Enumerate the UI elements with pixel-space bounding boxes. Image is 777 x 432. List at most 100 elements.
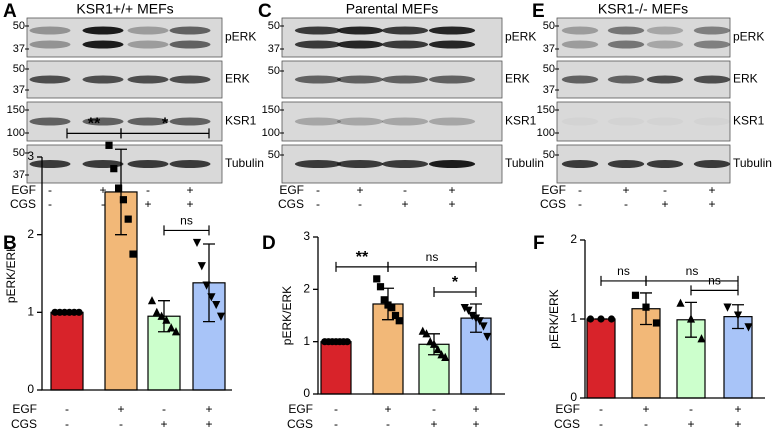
data-point [197, 262, 206, 271]
condition-name: CGS [554, 417, 580, 431]
panel-letter: D [262, 233, 276, 254]
significance-bracket [690, 285, 739, 296]
condition-sign: - [48, 197, 52, 211]
blot-band [428, 75, 476, 84]
blot-band [336, 40, 384, 49]
blot-band [29, 75, 71, 84]
blot-band [561, 26, 599, 35]
data-point [652, 319, 661, 327]
condition-name: CGS [278, 197, 304, 211]
error-bar [158, 300, 170, 333]
data-point [147, 296, 157, 305]
condition-sign: + [734, 417, 741, 431]
blot-row-label: ERK [505, 72, 530, 86]
blot-band [646, 40, 684, 49]
y-axis-label: pERK/ERK [280, 286, 294, 345]
data-point [192, 238, 202, 248]
blot-strip [281, 17, 503, 58]
blot-band [127, 117, 169, 126]
significance-bracket [645, 275, 739, 286]
condition-sign: + [99, 183, 106, 197]
condition-sign: - [65, 417, 69, 431]
data-point [202, 281, 211, 290]
condition-sign: + [144, 197, 151, 211]
condition-sign: + [384, 402, 391, 416]
blot-band [29, 117, 71, 126]
y-tick-label: 1 [303, 334, 310, 348]
condition-sign: - [48, 183, 52, 197]
condition-sign: - [334, 417, 338, 431]
data-point [586, 315, 595, 323]
data-point [343, 338, 351, 346]
condition-sign: - [162, 402, 166, 416]
significance-label: * [452, 274, 459, 291]
blot-band [169, 160, 211, 168]
condition-sign: + [622, 183, 629, 197]
data-point [157, 311, 166, 320]
y-tick-label: 0 [303, 386, 310, 400]
significance-label: * [162, 116, 169, 133]
error-bar [115, 148, 127, 236]
condition-sign: + [401, 197, 408, 211]
blot-band [607, 40, 645, 49]
significance-label: ns [617, 264, 630, 278]
blot-row-label: KSR1 [733, 114, 765, 128]
blot-band [381, 75, 429, 84]
blot-band [646, 160, 684, 168]
condition-sign: - [599, 417, 603, 431]
condition-sign: + [734, 402, 741, 416]
data-point [676, 298, 685, 307]
blot-band [336, 117, 384, 126]
mw-marker: 37 [13, 84, 25, 96]
condition-sign: - [119, 417, 123, 431]
blot-band [29, 160, 71, 168]
mw-marker: 50 [13, 147, 25, 159]
significance-label: ns [708, 274, 721, 288]
data-point [433, 344, 442, 354]
blot-band [428, 26, 476, 35]
blot-band [561, 160, 599, 168]
condition-sign: + [186, 197, 193, 211]
blot-strip [556, 17, 731, 58]
blot-band [82, 40, 124, 49]
blot-band [381, 40, 429, 49]
blot-band [294, 26, 342, 35]
mw-marker: 150 [262, 104, 280, 116]
data-point [475, 317, 484, 326]
blot-band [562, 118, 598, 126]
blot-row-label: ERK [733, 72, 758, 86]
blot-band [607, 26, 645, 35]
panel-letter: C [258, 1, 272, 22]
data-point [642, 303, 650, 311]
data-point [723, 303, 732, 312]
condition-sign: - [432, 402, 436, 416]
blot-band [561, 75, 599, 84]
data-point [119, 196, 127, 204]
data-point [167, 323, 176, 332]
data-point [441, 352, 450, 361]
condition-sign: - [403, 183, 407, 197]
blot-band [82, 26, 124, 35]
blot-band [561, 40, 599, 49]
blot-band [82, 75, 124, 84]
y-tick-label: 1 [570, 311, 577, 325]
significance-label: ns [426, 250, 439, 264]
significance-bracket [120, 128, 210, 139]
data-point [115, 184, 123, 192]
blot-row-label: KSR1 [505, 114, 537, 128]
mw-marker: 50 [268, 20, 280, 32]
bar [723, 316, 753, 399]
data-point [744, 323, 753, 332]
blot-band [169, 40, 211, 49]
condition-sign: + [448, 197, 455, 211]
blot-row-label: Tubulin [505, 156, 544, 170]
blot-band [607, 75, 645, 84]
data-point [483, 332, 492, 342]
mw-marker: 150 [537, 104, 555, 116]
mw-marker: 100 [262, 127, 280, 139]
blot-band [693, 40, 731, 49]
condition-name: CGS [11, 417, 37, 431]
condition-sign: - [599, 402, 603, 416]
data-point [129, 250, 137, 258]
panel-letter: F [533, 233, 545, 254]
